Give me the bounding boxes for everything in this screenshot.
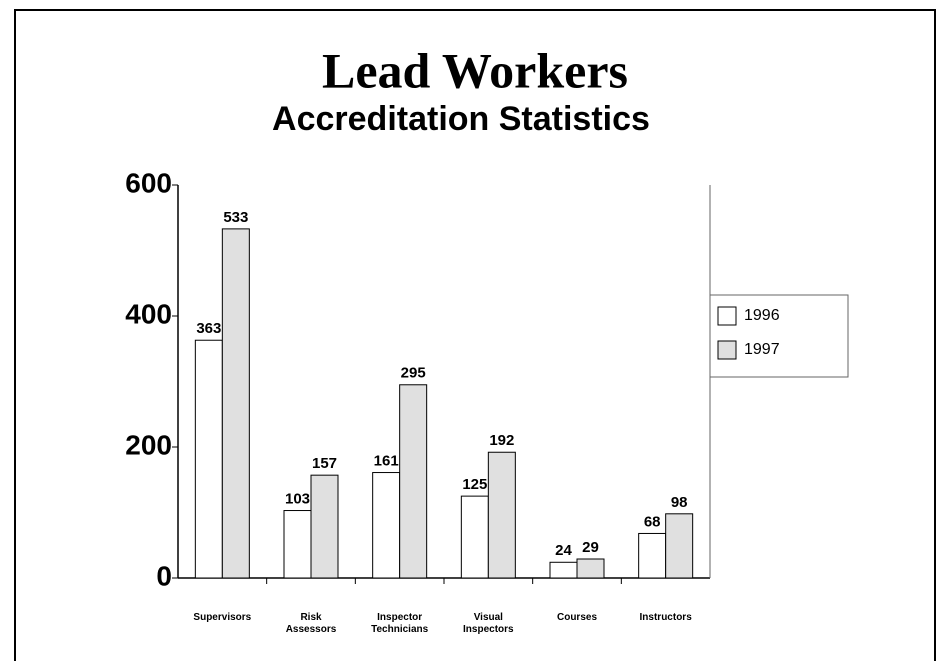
x-tick-label: Instructors [639, 612, 692, 623]
bar [399, 384, 428, 579]
y-tick-label: 600 [125, 167, 172, 198]
value-label: 157 [312, 455, 337, 472]
legend-label: 1996 [744, 307, 780, 324]
legend-swatch [717, 340, 737, 360]
bar [221, 228, 250, 579]
bar [460, 495, 489, 579]
x-tick-label: Inspector Technicians [371, 612, 429, 635]
value-label: 68 [644, 513, 661, 530]
x-tick-label: Courses [556, 612, 597, 623]
value-label: 125 [462, 476, 487, 493]
value-label: 103 [285, 491, 310, 508]
bar [549, 561, 578, 579]
x-tick-label: Supervisors [193, 612, 252, 623]
y-tick-label: 0 [156, 560, 172, 591]
value-label: 98 [671, 494, 688, 511]
bar [487, 451, 516, 579]
bar [283, 510, 312, 579]
value-label: 29 [582, 539, 599, 556]
value-label: 24 [555, 542, 572, 559]
bar [310, 474, 339, 579]
value-label: 363 [196, 320, 221, 337]
bar [576, 558, 605, 579]
y-tick-label: 200 [125, 429, 172, 460]
legend-label: 1997 [744, 341, 780, 358]
value-label: 161 [374, 453, 399, 470]
bar [372, 472, 401, 579]
x-tick-label: Visual Inspectors [463, 612, 514, 635]
bar [665, 513, 694, 579]
value-label: 533 [223, 209, 248, 226]
chart-subtitle: Accreditation Statistics [272, 100, 650, 138]
bar [194, 339, 223, 579]
chart-title: Lead Workers [322, 42, 628, 98]
y-tick-label: 400 [125, 298, 172, 329]
x-tick-label: Risk Assessors [285, 612, 337, 635]
value-label: 192 [489, 432, 514, 449]
bar [638, 532, 667, 579]
legend-swatch [717, 306, 737, 326]
frame [14, 9, 936, 661]
value-label: 295 [401, 365, 426, 382]
